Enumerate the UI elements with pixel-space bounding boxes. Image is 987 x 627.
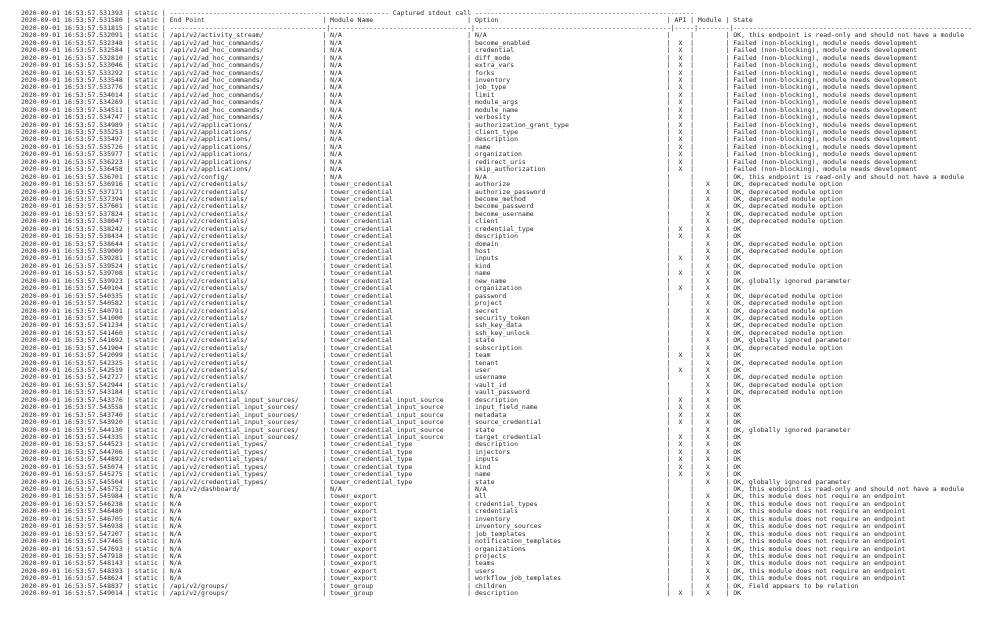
log-row: 2020-09-01 16:53:57.547693 | static | N/… — [21, 544, 906, 553]
log-row: 2020-09-01 16:53:57.543740 | static | /a… — [21, 410, 742, 419]
log-row: 2020-09-01 16:53:57.540791 | static | /a… — [21, 306, 843, 315]
log-row: 2020-09-01 16:53:57.544130 | static | /a… — [21, 425, 851, 434]
log-row: 2020-09-01 16:53:57.537394 | static | /a… — [21, 194, 843, 203]
log-row: 2020-09-01 16:53:57.541692 | static | /a… — [21, 336, 851, 345]
log-row: 2020-09-01 16:53:57.542519 | static | /a… — [21, 366, 742, 374]
log-row: 2020-09-01 16:53:57.543558 | static | /a… — [21, 403, 742, 412]
log-row: 2020-09-01 16:53:57.548624 | static | N/… — [21, 574, 906, 583]
log-row: 2020-09-01 16:53:57.538242 | static | /a… — [21, 224, 742, 233]
log-row: 2020-09-01 16:53:57.532348 | static | /a… — [21, 38, 918, 47]
log-row-divider: 2020-09-01 16:53:57.531815 | static | --… — [21, 23, 972, 32]
log-row: 2020-09-01 16:53:57.540582 | static | /a… — [21, 299, 843, 308]
log-row: 2020-09-01 16:53:57.544335 | static | /a… — [21, 432, 742, 441]
log-row: 2020-09-01 16:53:57.536458 | static | /a… — [21, 165, 918, 174]
log-row: 2020-09-01 16:53:57.534014 | static | /a… — [21, 90, 918, 99]
log-row: 2020-09-01 16:53:57.539708 | static | /a… — [21, 269, 742, 278]
log-row: 2020-09-01 16:53:57.547207 | static | N/… — [21, 529, 906, 538]
log-row: 2020-09-01 16:53:57.547465 | static | N/… — [21, 537, 906, 546]
log-row: 2020-09-01 16:53:57.541000 | static | /a… — [21, 313, 843, 322]
log-row: 2020-09-01 16:53:57.541904 | static | /a… — [21, 343, 843, 352]
log-row: 2020-09-01 16:53:57.533292 | static | /a… — [21, 68, 918, 77]
log-row: 2020-09-01 16:53:57.542727 | static | /a… — [21, 373, 843, 382]
log-row: 2020-09-01 16:53:57.534269 | static | /a… — [21, 98, 918, 107]
log-row: 2020-09-01 16:53:57.534511 | static | /a… — [21, 105, 918, 114]
log-row: 2020-09-01 16:53:57.535253 | static | /a… — [21, 128, 918, 136]
log-row: 2020-09-01 16:53:57.545275 | static | /a… — [21, 470, 742, 479]
log-row: 2020-09-01 16:53:57.537601 | static | /a… — [21, 202, 843, 211]
log-row: 2020-09-01 16:53:57.536701 | static | /a… — [21, 172, 965, 181]
log-row-header: 2020-09-01 16:53:57.531580 | static | En… — [21, 16, 753, 25]
log-row: 2020-09-01 16:53:57.544706 | static | /a… — [21, 447, 742, 456]
log-row: 2020-09-01 16:53:57.547918 | static | N/… — [21, 551, 906, 560]
log-row: 2020-09-01 16:53:57.532091 | static | /a… — [21, 31, 965, 40]
log-row: 2020-09-01 16:53:57.545984 | static | N/… — [21, 492, 906, 501]
log-row: 2020-09-01 16:53:57.541234 | static | /a… — [21, 321, 843, 330]
log-row: 2020-09-01 16:53:57.537824 | static | /a… — [21, 209, 843, 218]
log-row: 2020-09-01 16:53:57.539923 | static | /a… — [21, 276, 851, 285]
log-row: 2020-09-01 16:53:57.535977 | static | /a… — [21, 150, 918, 159]
log-row: 2020-09-01 16:53:57.534989 | static | /a… — [21, 120, 918, 129]
log-row: 2020-09-01 16:53:57.538434 | static | /a… — [21, 232, 742, 241]
log-row-banner: 2020-09-01 16:53:57.531393 | static | --… — [21, 10, 695, 17]
log-row: 2020-09-01 16:53:57.539009 | static | /a… — [21, 247, 843, 255]
log-row: 2020-09-01 16:53:57.535497 | static | /a… — [21, 135, 918, 144]
log-row: 2020-09-01 16:53:57.543376 | static | /a… — [21, 395, 742, 404]
log-row: 2020-09-01 16:53:57.532810 | static | /a… — [21, 53, 918, 62]
log-row: 2020-09-01 16:53:57.536223 | static | /a… — [21, 157, 918, 166]
log-row: 2020-09-01 16:53:57.536916 | static | /a… — [21, 180, 843, 189]
log-row: 2020-09-01 16:53:57.535726 | static | /a… — [21, 142, 918, 151]
log-row: 2020-09-01 16:53:57.544892 | static | /a… — [21, 455, 742, 464]
log-row: 2020-09-01 16:53:57.546938 | static | N/… — [21, 522, 906, 531]
log-row: 2020-09-01 16:53:57.549014 | static | /a… — [21, 589, 742, 598]
log-row: 2020-09-01 16:53:57.544523 | static | /a… — [21, 440, 742, 449]
log-row: 2020-09-01 16:53:57.541460 | static | /a… — [21, 328, 843, 337]
log-row: 2020-09-01 16:53:57.542325 | static | /a… — [21, 358, 843, 367]
log-row: 2020-09-01 16:53:57.543184 | static | /a… — [21, 388, 843, 397]
log-row: 2020-09-01 16:53:57.539524 | static | /a… — [21, 261, 843, 270]
log-row: 2020-09-01 16:53:57.537171 | static | /a… — [21, 187, 843, 196]
captured-stdout-log: 2020-09-01 16:53:57.531393 | static | --… — [21, 10, 987, 627]
log-row: 2020-09-01 16:53:57.533548 | static | /a… — [21, 75, 918, 84]
log-row: 2020-09-01 16:53:57.543920 | static | /a… — [21, 418, 742, 427]
log-row: 2020-09-01 16:53:57.540104 | static | /a… — [21, 284, 742, 293]
log-row: 2020-09-01 16:53:57.548143 | static | N/… — [21, 559, 906, 568]
log-row: 2020-09-01 16:53:57.538644 | static | /a… — [21, 239, 843, 248]
log-row: 2020-09-01 16:53:57.533046 | static | /a… — [21, 61, 918, 70]
log-row: 2020-09-01 16:53:57.545752 | static | /a… — [21, 485, 965, 493]
log-row: 2020-09-01 16:53:57.539281 | static | /a… — [21, 254, 742, 263]
log-row: 2020-09-01 16:53:57.545074 | static | /a… — [21, 462, 742, 471]
log-row: 2020-09-01 16:53:57.538047 | static | /a… — [21, 217, 843, 226]
log-row: 2020-09-01 16:53:57.542944 | static | /a… — [21, 380, 843, 389]
log-row: 2020-09-01 16:53:57.532584 | static | /a… — [21, 46, 918, 55]
log-row: 2020-09-01 16:53:57.534747 | static | /a… — [21, 113, 918, 122]
log-row: 2020-09-01 16:53:57.548393 | static | N/… — [21, 566, 906, 575]
log-row: 2020-09-01 16:53:57.542099 | static | /a… — [21, 351, 742, 360]
log-row: 2020-09-01 16:53:57.546480 | static | N/… — [21, 507, 906, 516]
log-row: 2020-09-01 16:53:57.533776 | static | /a… — [21, 83, 918, 92]
log-row: 2020-09-01 16:53:57.546238 | static | N/… — [21, 499, 906, 508]
log-row: 2020-09-01 16:53:57.540335 | static | /a… — [21, 291, 843, 300]
log-row: 2020-09-01 16:53:57.545504 | static | /a… — [21, 477, 851, 486]
log-row: 2020-09-01 16:53:57.548837 | static | /a… — [21, 581, 859, 590]
log-row: 2020-09-01 16:53:57.546705 | static | N/… — [21, 514, 906, 523]
